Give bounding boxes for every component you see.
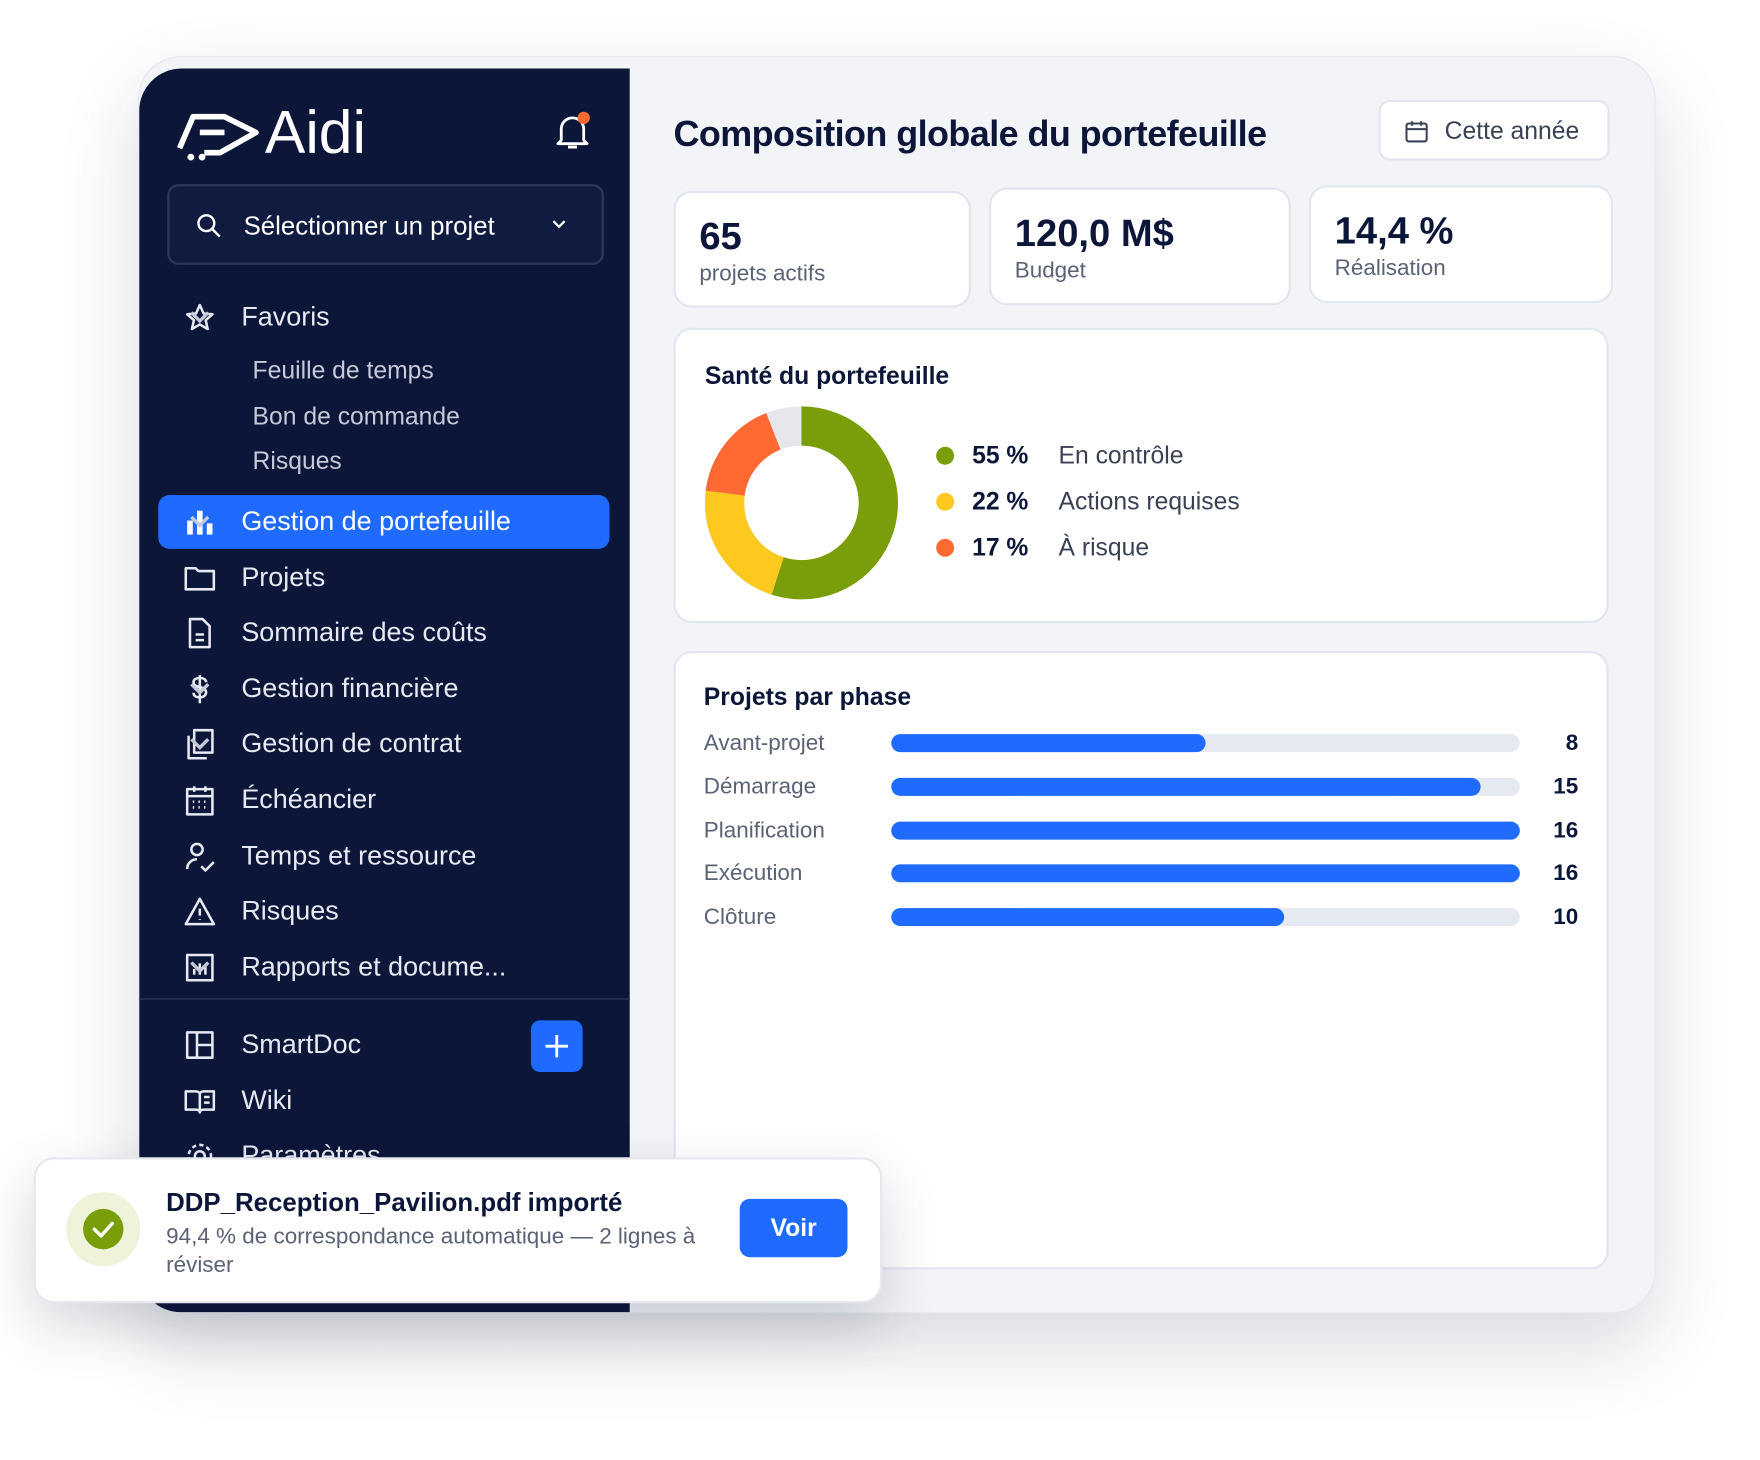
nav-label: Échéancier: [241, 784, 377, 815]
nav-item[interactable]: Échéancier: [158, 773, 609, 827]
bar-value: 10: [1553, 904, 1579, 930]
phase-label: Démarrage: [703, 774, 817, 800]
legend-dot: [936, 446, 955, 465]
legend-name: À risque: [1058, 533, 1150, 562]
donut-segment: [704, 406, 898, 600]
bar-value: 16: [1553, 860, 1579, 886]
bar-value: 8: [1565, 730, 1579, 756]
notification-bell[interactable]: [555, 111, 591, 151]
toast: DDP_Reception_Pavilion.pdf importé 94,4 …: [33, 1157, 883, 1304]
phase-label: Planification: [703, 818, 825, 843]
search-placeholder: Sélectionner un projet: [243, 211, 495, 241]
success-icon: [66, 1192, 141, 1267]
bar: [891, 777, 1481, 796]
health-card: Santé du portefeuille 55 % En contrôle 22 …: [673, 327, 1609, 623]
app-window: Aidi Sélectionner un projet Favoris Feui…: [138, 56, 1656, 1314]
kpi-card: 14,4 % Réalisation: [1308, 185, 1614, 304]
nav-item[interactable]: Gestion de portefeuille: [158, 495, 610, 549]
nav-item[interactable]: Projets: [158, 551, 609, 605]
period-button[interactable]: Cette année: [1378, 99, 1610, 161]
nav-item[interactable]: Sommaire des coûts: [158, 606, 609, 660]
kpi-value: 65: [699, 215, 742, 259]
period-label: Cette année: [1444, 116, 1580, 145]
phase-label: Avant-projet: [703, 730, 825, 756]
kpi-label: Budget: [1014, 258, 1086, 283]
bar-value: 15: [1553, 774, 1579, 800]
sidebar: Aidi Sélectionner un projet Favoris Feui…: [139, 68, 630, 1313]
nav-label: Risques: [241, 895, 339, 927]
project-search[interactable]: Sélectionner un projet: [167, 184, 604, 265]
legend-value: 17 %: [972, 533, 1029, 562]
kpi-value: 120,0 M$: [1014, 212, 1174, 255]
kpi-label: Réalisation: [1334, 255, 1446, 281]
logo-mark: [177, 113, 259, 161]
divider: [139, 997, 630, 1001]
tool-label: SmartDoc: [241, 1029, 362, 1060]
favorites-label: Favoris: [241, 301, 330, 333]
nav-item[interactable]: Temps et ressource: [158, 829, 609, 883]
phase-label: Exécution: [703, 860, 803, 886]
bar-track: [891, 864, 1520, 883]
bar-track: [891, 734, 1520, 753]
nav-label: Gestion de contrat: [241, 728, 462, 760]
bar: [891, 864, 1520, 883]
favorites-toggle[interactable]: Favoris: [158, 291, 609, 345]
nav-item[interactable]: Risques: [158, 885, 609, 939]
health-title: Santé du portefeuille: [704, 361, 950, 390]
legend-name: Actions requises: [1058, 487, 1240, 516]
kpi-card: 120,0 M$ Budget: [988, 187, 1291, 306]
legend-dot: [936, 492, 955, 511]
nav-label: Temps et ressource: [241, 840, 477, 871]
legend-dot: [936, 538, 955, 557]
nav-item[interactable]: Gestion de contrat: [158, 718, 609, 772]
nav-label: Projets: [241, 561, 326, 593]
legend-name: En contrôle: [1058, 441, 1184, 470]
bar: [891, 734, 1206, 753]
tool-label: Wiki: [241, 1084, 293, 1116]
kpi-value: 14,4 %: [1334, 209, 1454, 253]
nav-label: Sommaire des coûts: [241, 617, 487, 648]
toast-title: DDP_Reception_Pavilion.pdf importé: [166, 1187, 623, 1217]
bar-value: 16: [1553, 818, 1579, 843]
favorite-item[interactable]: Risques: [252, 446, 342, 475]
bar: [891, 821, 1520, 840]
nav-label: Gestion financière: [241, 673, 459, 704]
nav-label: Gestion de portefeuille: [241, 506, 511, 537]
bar-track: [891, 908, 1520, 927]
view-button[interactable]: Voir: [739, 1198, 848, 1258]
bar: [891, 908, 1285, 927]
phase-label: Clôture: [703, 904, 777, 930]
phases-title: Projets par phase: [703, 682, 912, 711]
nav-label: Rapports et docume...: [241, 951, 507, 982]
kpi-label: projets actifs: [699, 261, 826, 287]
nav-item[interactable]: Gestion financière: [158, 662, 609, 716]
favorite-item[interactable]: Feuille de temps: [252, 355, 434, 384]
tool-item[interactable]: Wiki: [158, 1074, 609, 1128]
add-button[interactable]: [530, 1020, 583, 1072]
nav-item[interactable]: Rapports et docume...: [158, 940, 609, 994]
toast-message: 94,4 % de correspondance automatique — 2…: [166, 1224, 696, 1278]
legend-value: 55 %: [972, 441, 1029, 470]
favorite-item[interactable]: Bon de commande: [252, 401, 460, 430]
brand: Aidi: [264, 98, 366, 167]
kpi-card: 65 projets actifs: [673, 190, 971, 308]
bar-track: [891, 777, 1520, 796]
bar-track: [891, 821, 1520, 840]
tool-item[interactable]: SmartDoc: [158, 1018, 609, 1072]
legend-value: 22 %: [972, 487, 1029, 516]
donut-chart: [704, 406, 898, 600]
page-title: Composition globale du portefeuille: [673, 113, 1267, 154]
